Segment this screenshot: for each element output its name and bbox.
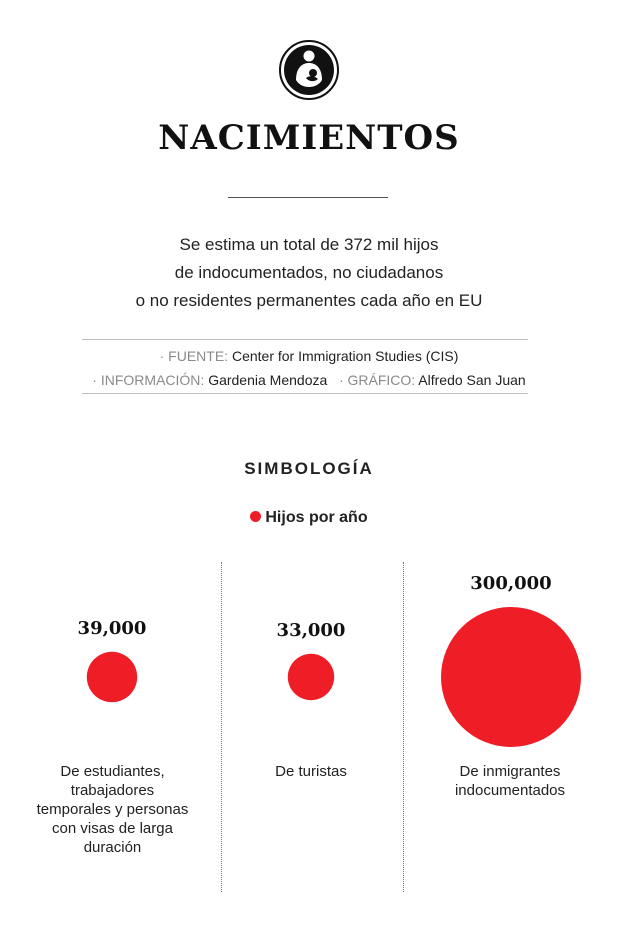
- value-label: 33,000: [277, 620, 346, 641]
- credits: · FUENTE: Center for Immigration Studies…: [0, 344, 618, 392]
- legend-label: Hijos por año: [265, 509, 368, 526]
- source-label: · FUENTE:: [159, 348, 229, 364]
- category-label-line: temporales y personas: [36, 801, 189, 818]
- category-label-line: indocumentados: [454, 782, 566, 799]
- breastfeeding-mother-icon: [279, 40, 339, 100]
- bubble-chart: 39,000 33,000 300,000: [78, 573, 581, 747]
- category-label: De turistas: [226, 762, 396, 781]
- credits-top-rule: [82, 339, 528, 340]
- legend-title: SIMBOLOGÍA: [244, 459, 374, 478]
- value-label: 39,000: [78, 618, 147, 639]
- subtitle-line: o no residentes permanentes cada año en …: [135, 291, 483, 310]
- column-divider: [403, 562, 404, 892]
- credit-authors: · INFORMACIÓN: Gardenia Mendoza · GRÁFIC…: [0, 368, 618, 392]
- bubble: [86, 651, 138, 703]
- category-label-line: De estudiantes,: [60, 763, 165, 780]
- subtitle-line: de indocumentados, no ciudadanos: [174, 263, 444, 282]
- page-title: NACIMIENTOS: [158, 118, 460, 158]
- legend-dot-icon: [250, 511, 262, 523]
- category-label-line: duración: [83, 839, 142, 856]
- category-label: De estudiantes, trabajadores temporales y …: [20, 762, 205, 857]
- source-value: Center for Immigration Studies (CIS): [231, 348, 459, 364]
- value-label: 300,000: [470, 573, 551, 594]
- info-label: · INFORMACIÓN:: [92, 372, 205, 388]
- subtitle: Se estima un total de 372 mil hijos de i…: [0, 231, 618, 315]
- category-label-line: trabajadores: [70, 782, 155, 799]
- graphic-label: · GRÁFICO:: [338, 372, 416, 388]
- bubble: [441, 607, 581, 747]
- title-divider: [228, 197, 388, 198]
- column-divider: [221, 562, 222, 892]
- category-label-line: con visas de larga: [52, 820, 173, 837]
- credits-bottom-rule: [82, 393, 528, 394]
- category-label-line: De inmigrantes: [459, 763, 561, 780]
- graphic-value: Alfredo San Juan: [418, 372, 526, 388]
- info-value: Gardenia Mendoza: [208, 372, 328, 388]
- bubble: [287, 653, 335, 701]
- category-label: De inmigrantes indocumentados: [410, 762, 610, 800]
- category-label-line: De turistas: [275, 763, 347, 780]
- subtitle-line: Se estima un total de 372 mil hijos: [179, 235, 439, 254]
- credit-source: · FUENTE: Center for Immigration Studies…: [0, 344, 618, 368]
- legend: Hijos por año: [0, 509, 618, 527]
